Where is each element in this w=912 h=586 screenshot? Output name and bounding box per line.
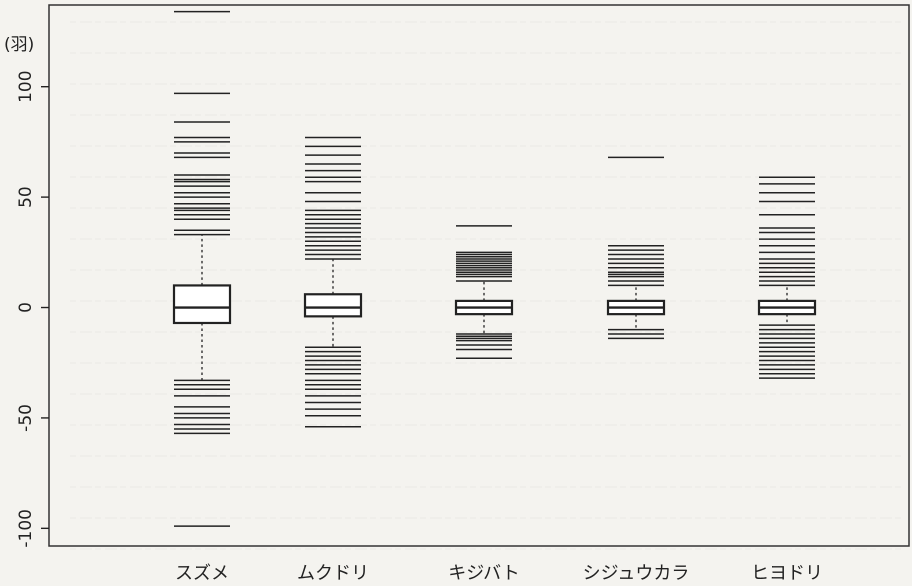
x-axis: スズメ ムクドリ キジバト シジュウカラ ヒヨドリ bbox=[175, 563, 823, 584]
bleed-through-texture bbox=[70, 21, 905, 550]
boxplot-3 bbox=[454, 225, 514, 360]
y-axis-label: (羽) bbox=[4, 35, 34, 55]
x-tick-label: ヒヨドリ bbox=[751, 563, 823, 584]
boxplots bbox=[172, 10, 817, 527]
boxplot-4 bbox=[606, 156, 666, 340]
y-tick-label: 100 bbox=[16, 70, 36, 102]
y-tick-label: 50 bbox=[16, 186, 36, 208]
y-tick-label: -50 bbox=[16, 404, 36, 432]
plot-frame bbox=[48, 4, 910, 547]
x-tick-label: キジバト bbox=[448, 563, 519, 584]
x-tick-label: スズメ bbox=[175, 563, 229, 584]
y-tick-label: -100 bbox=[16, 509, 36, 548]
iqr-box bbox=[172, 284, 232, 325]
x-tick-label: ムクドリ bbox=[297, 563, 369, 584]
y-axis: -100 -50 0 50 100 bbox=[16, 70, 49, 548]
boxplot-1 bbox=[172, 10, 232, 527]
boxplot-2 bbox=[303, 136, 363, 428]
x-tick-label: シジュウカラ bbox=[583, 563, 690, 584]
iqr-box bbox=[303, 293, 363, 318]
y-tick-label: 0 bbox=[16, 302, 36, 313]
boxplot-5 bbox=[757, 176, 817, 379]
